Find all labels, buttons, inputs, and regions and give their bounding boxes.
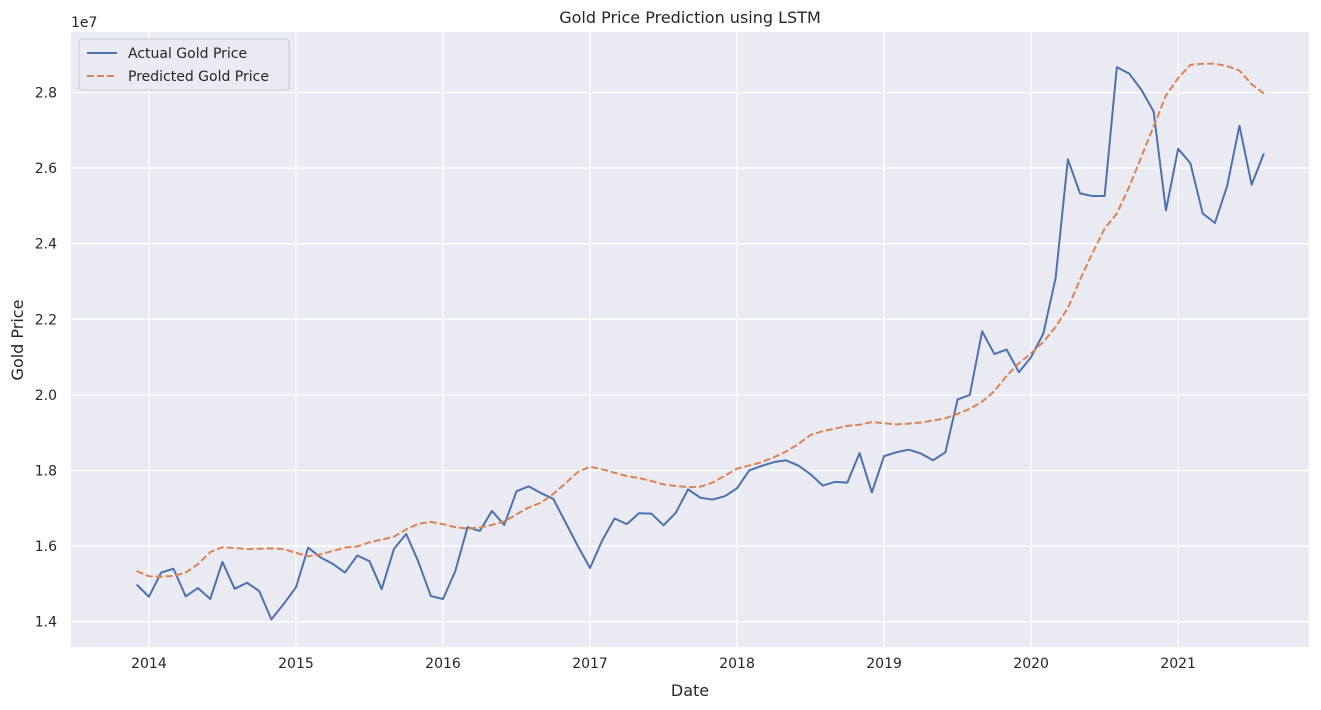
x-tick-2016: 2016 xyxy=(425,656,461,672)
x-tick-2019: 2019 xyxy=(866,656,902,672)
x-tick-labels: 2014 2015 2016 2017 2018 2019 2020 2021 xyxy=(131,656,1196,672)
legend: Actual Gold Price Predicted Gold Price xyxy=(78,38,290,91)
x-tick-2021: 2021 xyxy=(1160,656,1196,672)
x-tick-2017: 2017 xyxy=(572,656,608,672)
y-scale-multiplier: 1e7 xyxy=(71,15,97,31)
y-tick-2.0: 2.0 xyxy=(35,388,57,404)
legend-label-actual: Actual Gold Price xyxy=(128,46,247,62)
y-tick-2.4: 2.4 xyxy=(35,237,57,253)
x-tick-2014: 2014 xyxy=(131,656,167,672)
y-tick-2.2: 2.2 xyxy=(35,312,57,328)
legend-box xyxy=(78,38,290,91)
x-axis-label: Date xyxy=(671,681,709,700)
actual-price-line xyxy=(136,66,1265,621)
chart-title: Gold Price Prediction using LSTM xyxy=(559,8,821,27)
series-lines xyxy=(136,62,1265,621)
x-tick-2018: 2018 xyxy=(719,656,755,672)
plot-background xyxy=(71,32,1309,647)
y-tick-1.4: 1.4 xyxy=(35,615,57,631)
y-axis-label: Gold Price xyxy=(8,300,27,381)
y-tick-labels: 1.4 1.6 1.8 2.0 2.2 2.4 2.6 2.8 xyxy=(35,85,57,630)
y-tick-1.8: 1.8 xyxy=(35,463,57,479)
legend-label-predicted: Predicted Gold Price xyxy=(128,69,269,85)
grid-lines xyxy=(71,32,1309,647)
y-tick-2.6: 2.6 xyxy=(35,161,57,177)
x-tick-2020: 2020 xyxy=(1013,656,1049,672)
x-tick-2015: 2015 xyxy=(278,656,314,672)
y-tick-1.6: 1.6 xyxy=(35,539,57,555)
y-tick-2.8: 2.8 xyxy=(35,85,57,101)
predicted-price-line xyxy=(136,62,1265,578)
